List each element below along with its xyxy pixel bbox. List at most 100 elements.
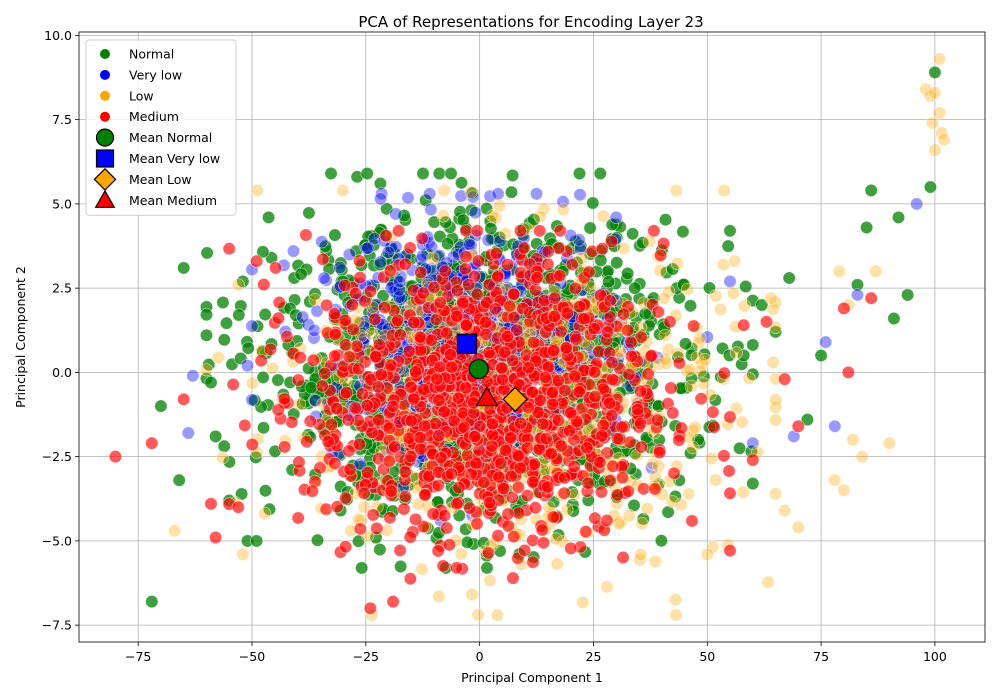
- point-medium: [778, 372, 792, 386]
- point-normal: [459, 522, 473, 536]
- point-medium: [517, 241, 531, 255]
- point-medium: [666, 406, 680, 420]
- point-normal: [172, 473, 186, 487]
- point-low: [492, 199, 507, 213]
- point-low: [533, 209, 547, 224]
- point-medium: [603, 473, 617, 487]
- point-medium: [630, 402, 645, 417]
- point-medium: [532, 442, 546, 456]
- point-medium: [621, 323, 635, 338]
- point-medium: [280, 329, 294, 344]
- point-medium: [238, 418, 252, 432]
- point-low: [465, 587, 479, 602]
- point-normal: [923, 180, 938, 194]
- point-low: [869, 264, 883, 278]
- point-medium: [271, 403, 285, 417]
- point-medium: [514, 416, 528, 430]
- point-medium: [338, 540, 353, 554]
- point-medium: [622, 367, 636, 381]
- point-medium: [277, 392, 292, 406]
- point-medium: [633, 384, 648, 398]
- point-medium: [145, 436, 159, 450]
- point-medium: [386, 594, 400, 609]
- point-very-low: [245, 393, 259, 407]
- point-medium: [503, 299, 517, 313]
- point-medium: [558, 471, 572, 485]
- point-low: [612, 517, 626, 531]
- point-low: [768, 487, 783, 501]
- point-medium: [451, 391, 465, 405]
- point-very-low: [850, 288, 865, 302]
- point-low: [471, 608, 485, 622]
- point-medium: [564, 406, 578, 420]
- point-low: [486, 209, 500, 223]
- y-tick-label: 5.0: [52, 196, 72, 211]
- point-very-low: [828, 419, 842, 433]
- point-medium: [717, 366, 731, 380]
- point-medium: [463, 501, 477, 515]
- point-normal: [683, 299, 698, 313]
- y-tick-label: 7.5: [52, 112, 72, 127]
- point-low: [737, 299, 752, 313]
- point-low: [693, 331, 707, 345]
- point-low: [483, 573, 497, 588]
- point-medium: [404, 414, 418, 428]
- point-medium: [388, 440, 402, 454]
- point-medium: [315, 379, 329, 393]
- point-medium: [450, 284, 464, 298]
- point-very-low: [286, 244, 301, 258]
- point-medium: [624, 335, 638, 349]
- y-axis-ticks: −7.5 −5.0 −2.5 0.0 2.5 5.0 7.5 10.0: [42, 28, 79, 633]
- point-medium: [573, 299, 587, 314]
- point-normal: [154, 399, 168, 413]
- point-medium: [355, 387, 369, 401]
- point-medium: [352, 254, 367, 268]
- point-medium: [443, 348, 458, 362]
- point-medium: [624, 349, 639, 363]
- point-medium: [291, 511, 305, 525]
- x-tick-label: 50: [699, 649, 715, 664]
- point-medium: [338, 338, 353, 352]
- point-low: [464, 185, 478, 199]
- point-normal: [373, 176, 387, 191]
- point-medium: [263, 342, 278, 356]
- point-medium: [328, 327, 342, 341]
- point-medium: [339, 385, 354, 400]
- point-medium: [408, 512, 423, 527]
- point-medium: [567, 459, 581, 474]
- point-normal: [432, 166, 446, 181]
- point-medium: [577, 311, 591, 326]
- point-low: [549, 532, 563, 546]
- point-medium: [330, 500, 344, 514]
- point-medium: [384, 358, 398, 372]
- legend-entry-mean-very-low: Mean Very low: [129, 151, 220, 166]
- point-medium: [321, 435, 335, 449]
- point-medium: [353, 270, 367, 285]
- point-normal: [199, 328, 214, 342]
- point-medium: [610, 431, 625, 446]
- point-low: [670, 256, 685, 271]
- point-medium: [414, 265, 428, 280]
- point-medium: [398, 489, 412, 504]
- series-medium: [108, 224, 878, 615]
- point-medium: [553, 269, 567, 283]
- point-medium: [348, 401, 362, 415]
- point-normal: [302, 206, 316, 220]
- point-medium: [407, 315, 421, 330]
- point-medium: [554, 324, 568, 339]
- point-medium: [456, 296, 470, 310]
- point-normal: [782, 271, 796, 285]
- point-medium: [653, 248, 668, 262]
- point-normal: [355, 561, 369, 575]
- point-medium: [292, 455, 306, 469]
- x-tick-label: 0: [476, 649, 484, 664]
- point-medium: [442, 538, 457, 552]
- legend-entry-very-low: Very low: [129, 67, 182, 82]
- point-normal: [258, 307, 272, 322]
- point-medium: [479, 327, 493, 341]
- point-medium: [231, 500, 245, 514]
- point-medium: [545, 397, 560, 411]
- point-medium: [416, 286, 430, 300]
- point-medium: [656, 237, 671, 251]
- x-tick-label: −75: [125, 649, 151, 664]
